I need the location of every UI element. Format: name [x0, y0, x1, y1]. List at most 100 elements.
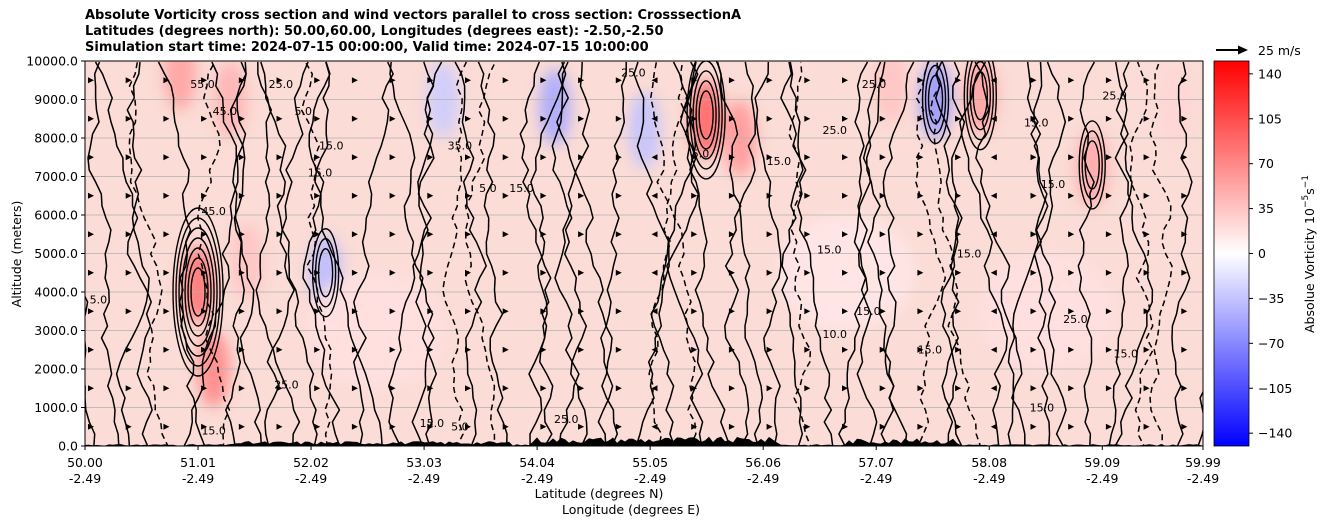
- wind-vector: [917, 192, 924, 199]
- wind-vector: [1105, 385, 1112, 392]
- wind-vector: [351, 308, 358, 315]
- wind-vector: [955, 77, 962, 84]
- wind-vector: [314, 231, 321, 238]
- wind-vector: [1030, 385, 1037, 392]
- contour-ring: [178, 227, 218, 357]
- wind-vector: [917, 423, 924, 430]
- wind-vector: [276, 192, 283, 199]
- wind-vector: [1143, 269, 1150, 276]
- wind-vector: [465, 346, 471, 353]
- wind-vector: [1068, 308, 1075, 315]
- contour-line: [683, 61, 731, 446]
- wind-vector: [314, 385, 321, 392]
- y-tick-label: 5000.0: [34, 246, 78, 261]
- wind-vector: [691, 385, 698, 392]
- vorticity-patch: [164, 61, 197, 111]
- wind-vector: [990, 77, 997, 84]
- wind-vector: [163, 231, 170, 238]
- wind-vector: [1143, 154, 1150, 161]
- wind-vector: [578, 346, 585, 353]
- wind-vector: [1068, 192, 1075, 199]
- contour-label: 15.0: [817, 244, 842, 257]
- contour-label: 5.0: [294, 105, 312, 118]
- wind-vector: [276, 231, 283, 238]
- y-tick-label: 9000.0: [34, 92, 78, 107]
- wind-vector: [691, 423, 698, 430]
- wind-vector: [1143, 77, 1150, 84]
- wind-vector: [351, 385, 358, 392]
- wind-vector: [1030, 192, 1037, 199]
- contour-label: 5.0: [451, 421, 469, 434]
- wind-vector: [615, 154, 622, 161]
- wind-vector: [955, 308, 962, 315]
- wind-vector: [163, 423, 170, 430]
- wind-vector: [125, 154, 132, 161]
- colorbar-label-unit-exp: −1: [1301, 175, 1311, 188]
- wind-vector: [1030, 231, 1037, 238]
- wind-vector: [1143, 192, 1150, 199]
- wind-vector: [427, 346, 434, 353]
- wind-vector: [540, 77, 547, 84]
- wind-vector: [502, 346, 509, 353]
- x-tick-label-lon: -2.49: [408, 471, 440, 486]
- contour-line: [754, 61, 782, 446]
- contour-line: [781, 61, 804, 446]
- wind-vector: [615, 269, 622, 276]
- wind-vector: [917, 115, 924, 122]
- contour-label: 15.0: [509, 182, 534, 195]
- wind-vector: [276, 269, 283, 276]
- chart-title-line-3: Simulation start time: 2024-07-15 00:00:…: [85, 40, 649, 55]
- wind-vector: [125, 192, 132, 199]
- wind-vector: [163, 115, 170, 122]
- wind-vector: [651, 115, 658, 122]
- contour-label: 15.0: [319, 140, 344, 153]
- wind-vector: [465, 231, 471, 238]
- wind-vector: [1068, 115, 1075, 122]
- wind-vector: [540, 192, 547, 199]
- wind-vector: [917, 77, 924, 84]
- wind-vector: [427, 192, 434, 199]
- contour-label: 15.0: [1024, 116, 1049, 129]
- contour-ring: [698, 90, 714, 140]
- wind-vector: [804, 115, 811, 122]
- wind-vector: [351, 192, 358, 199]
- wind-vector: [540, 423, 547, 430]
- contour-line: [389, 61, 430, 446]
- wind-vector: [691, 192, 698, 199]
- colorbar-label-unit: s: [1302, 188, 1317, 195]
- contour-line: [1103, 61, 1133, 446]
- wind-vector: [1105, 77, 1112, 84]
- y-tick-label: 7000.0: [34, 169, 78, 184]
- contour-line: [1129, 61, 1154, 446]
- wind-vector: [766, 77, 773, 84]
- contour-line: [554, 61, 591, 446]
- wind-vector: [804, 308, 811, 315]
- colorbar-label: Absolue Vorticity 10−5s−1: [1301, 175, 1317, 333]
- wind-vector: [917, 154, 924, 161]
- wind-vector: [125, 115, 132, 122]
- wind-vector: [1143, 346, 1150, 353]
- wind-vector: [389, 269, 396, 276]
- contour-lines: [85, 61, 1203, 446]
- wind-vector: [314, 115, 321, 122]
- wind-vector: [879, 231, 886, 238]
- contour-line: [477, 61, 509, 446]
- x-axis-label-lat: Latitude (degrees N): [535, 486, 664, 501]
- wind-vector: [615, 77, 622, 84]
- contour-label: 25.0: [269, 78, 294, 91]
- wind-vector: [691, 308, 698, 315]
- wind-vector: [1068, 231, 1075, 238]
- chart-title-line-1: Absolute Vorticity cross section and win…: [85, 8, 742, 23]
- wind-vector: [465, 154, 471, 161]
- wind-vector: [351, 269, 358, 276]
- contour-line: [597, 62, 627, 446]
- wind-vector: [651, 269, 658, 276]
- wind-vector: [389, 154, 396, 161]
- wind-vector: [389, 423, 396, 430]
- wind-vector: [351, 346, 358, 353]
- wind-vector: [990, 385, 997, 392]
- colorbar-tick-label: −70: [1258, 336, 1284, 351]
- wind-vector: [389, 346, 396, 353]
- wind-vector: [1030, 115, 1037, 122]
- x-tick-label-lon: -2.49: [182, 471, 214, 486]
